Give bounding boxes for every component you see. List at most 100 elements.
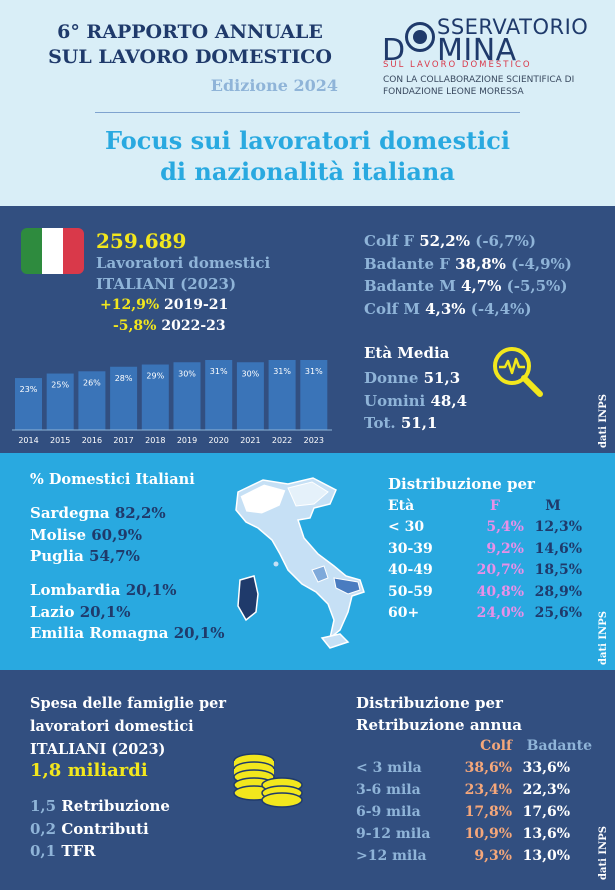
delta1-value: +12,9% — [100, 297, 160, 313]
logo-dot-icon — [413, 30, 427, 44]
logo-d: D — [382, 33, 406, 68]
spending-breakdown: 1,5 Retribuzione 0,2 Contributi 0,1 TFR — [30, 795, 170, 863]
region-name: Sardegna — [30, 504, 110, 522]
age-value: 51,3 — [423, 369, 461, 387]
source-note: dati INPS — [598, 394, 609, 448]
region-row: Lombardia 20,1% — [30, 580, 225, 602]
region-value: 20,1% — [173, 624, 225, 642]
spending-title-line2: lavoratori domestici — [30, 718, 194, 735]
bar-2023 — [300, 360, 328, 430]
collab-line1: CON LA COLLABORAZIONE SCIENTIFICA DI — [383, 75, 575, 85]
role-label: Badante F — [364, 254, 450, 273]
header-age: Età — [388, 497, 415, 514]
spending-title: Spesa delle famiglie per lavoratori dome… — [30, 692, 226, 761]
colf-share: 9,3% — [474, 848, 512, 864]
x-tick-label: 2016 — [82, 436, 102, 445]
spending-value: 0,1 — [30, 842, 57, 860]
collaboration-note: CON LA COLLABORAZIONE SCIENTIFICA DI FON… — [383, 74, 593, 98]
badante-share: 13,6% — [522, 826, 570, 842]
coins-icon — [233, 753, 303, 808]
colf-share: 10,9% — [464, 826, 512, 842]
role-change: (-4,4%) — [470, 299, 532, 318]
delta2-period: 2022-23 — [161, 318, 226, 334]
salary-band: 9-12 mila — [356, 826, 431, 842]
region-value: 60,9% — [91, 525, 143, 544]
female-share: 20,7% — [476, 562, 524, 579]
bar-value-label: 31% — [210, 367, 228, 376]
delta1-period: 2019-21 — [164, 297, 229, 313]
salary-distribution-table: Colf Badante < 3 mila 38,6% 33,6% 3-6 mila… — [356, 735, 592, 867]
italy-flag-icon — [21, 228, 84, 274]
role-row: Badante F 38,8% (-4,9%) — [364, 253, 572, 276]
male-share: 18,5% — [534, 562, 582, 579]
bar-2019 — [173, 362, 201, 430]
role-change: (-4,9%) — [511, 254, 572, 273]
spending-title-line1: Spesa delle famiglie per — [30, 695, 227, 712]
regions-title: % Domestici Italiani — [30, 471, 195, 488]
female-share: 5,4% — [486, 519, 524, 536]
bar-value-label: 31% — [273, 367, 291, 376]
spending-section — [0, 670, 615, 890]
delta2-value: -5,8% — [113, 318, 157, 334]
region-name: Molise — [30, 525, 86, 544]
role-change: (-6,7%) — [475, 232, 537, 250]
bar-value-label: 30% — [242, 369, 260, 378]
total-workers-label: Lavoratori domestici ITALIANI (2023) — [96, 253, 270, 295]
header-colf: Colf — [480, 738, 512, 754]
header — [0, 0, 615, 206]
spending-label: Retribuzione — [61, 797, 170, 815]
age-band: 40-49 — [388, 562, 433, 579]
region-name: Puglia — [30, 547, 84, 565]
female-share: 9,2% — [486, 540, 524, 557]
x-tick-label: 2020 — [209, 436, 229, 445]
x-tick-label: 2014 — [18, 436, 38, 445]
table-row: 60+ 24,0% 25,6% — [388, 603, 582, 625]
delta-2019-21: +12,9% 2019-21 — [100, 297, 228, 313]
table-row: 9-12 mila 10,9% 13,6% — [356, 823, 592, 845]
header-male: M — [545, 497, 561, 514]
bar-value-label: 25% — [51, 381, 69, 390]
bar-value-label: 29% — [146, 372, 164, 381]
bar-value-label: 28% — [115, 374, 133, 383]
spending-label: Contributi — [61, 819, 149, 838]
spending-row: 0,2 Contributi — [30, 818, 170, 841]
age-band: 30-39 — [388, 540, 433, 557]
badante-share: 33,6% — [522, 760, 570, 776]
region-name: Emilia Romagna — [30, 624, 169, 642]
age-distribution-title: Distribuzione per — [388, 475, 535, 493]
age-band: 50-59 — [388, 583, 433, 600]
header-female: F — [490, 497, 500, 514]
table-header-row: Età F M — [388, 495, 582, 517]
bar-2021 — [236, 362, 264, 430]
role-value: 52,2% — [419, 232, 470, 250]
x-tick-label: 2015 — [50, 436, 70, 445]
role-value: 38,8% — [455, 254, 506, 273]
table-header-row: Colf Badante — [356, 735, 592, 757]
spending-value: 0,2 — [30, 819, 57, 838]
delta-2022-23: -5,8% 2022-23 — [113, 318, 226, 334]
bar-2020 — [205, 360, 233, 430]
edition-label: Edizione 2024 — [210, 76, 338, 95]
average-age-title: Età Media — [364, 344, 450, 362]
region-row: Emilia Romagna 20,1% — [30, 623, 225, 645]
salary-band: 3-6 mila — [356, 782, 421, 798]
badante-share: 17,6% — [522, 804, 570, 820]
spending-value: 1,5 — [30, 797, 57, 815]
source-note: dati INPS — [598, 826, 609, 880]
table-row: 30-39 9,2% 14,6% — [388, 538, 582, 560]
region-value: 54,7% — [89, 547, 140, 565]
salary-distribution-title: Distribuzione per Retribuzione annua — [356, 692, 522, 736]
report-title-line1: 6° RAPPORTO ANNUALE — [57, 21, 323, 43]
colf-share: 23,4% — [464, 782, 512, 798]
age-row: Uomini 48,4 — [364, 390, 467, 413]
bar-value-label: 23% — [20, 385, 38, 394]
table-row: 40-49 20,7% 18,5% — [388, 560, 582, 582]
region-name: Lombardia — [30, 581, 121, 599]
colf-share: 17,8% — [464, 804, 512, 820]
logo-o-icon — [405, 22, 435, 52]
x-tick-label: 2019 — [177, 436, 197, 445]
roles-list: Colf F 52,2% (-6,7%) Badante F 38,8% (-4… — [364, 230, 572, 320]
average-age-list: Donne 51,3 Uomini 48,4 Tot. 51,1 — [364, 367, 467, 435]
age-label: Donne — [364, 369, 419, 387]
bar-2015 — [46, 373, 74, 430]
